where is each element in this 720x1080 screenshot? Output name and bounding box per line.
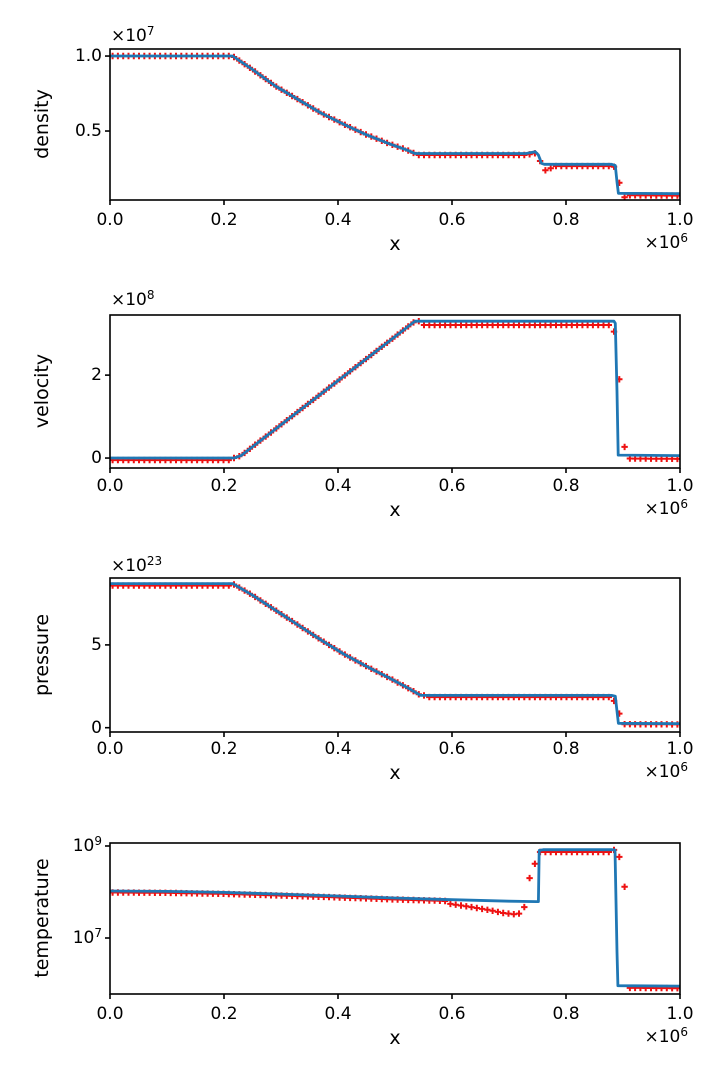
pressure-plot-axes <box>105 577 681 737</box>
series-line <box>110 848 680 988</box>
offset-base: ×10 <box>644 499 681 519</box>
data-markers <box>110 52 680 200</box>
offset-exponent: 6 <box>680 231 688 245</box>
x-tick-label: 0.4 <box>324 210 352 230</box>
x-tick-label: 0.8 <box>552 476 580 496</box>
density-y-offset-text: ×107 <box>111 24 155 46</box>
velocity-x-offset-text: ×106 <box>110 497 688 519</box>
x-tick-label: 0.8 <box>552 210 580 230</box>
temperature-x-axis-label: x <box>389 1027 401 1049</box>
axes-spines <box>109 842 681 995</box>
x-tick-label: 1.0 <box>666 476 694 496</box>
x-tick-label: 1.0 <box>666 1004 694 1024</box>
x-tick-label: 0.0 <box>96 210 124 230</box>
data-markers <box>110 581 680 728</box>
series-line <box>110 319 680 460</box>
tick-exponent: 7 <box>94 926 102 940</box>
x-tick-label: 0.6 <box>438 210 466 230</box>
tick-exponent: 9 <box>94 834 102 848</box>
velocity-x-axis-label: x <box>389 499 401 521</box>
offset-base: ×10 <box>644 762 681 782</box>
series-line <box>110 582 680 725</box>
x-tick-label: 0.2 <box>210 476 238 496</box>
x-tick-label: 0.2 <box>210 739 238 759</box>
y-tick-label: 0 <box>91 718 102 738</box>
x-tick-label: 0.6 <box>438 476 466 496</box>
offset-exponent: 6 <box>680 760 688 774</box>
offset-exponent: 7 <box>146 24 155 38</box>
axes-spines <box>109 314 681 469</box>
axes-spines <box>109 48 681 201</box>
x-tick-label: 0.4 <box>324 1004 352 1024</box>
temperature-x-offset-text: ×106 <box>110 1025 688 1047</box>
x-tick-label: 0.6 <box>438 1004 466 1024</box>
x-tick-label: 0.8 <box>552 1004 580 1024</box>
velocity-plot-axes <box>105 314 681 473</box>
x-tick-label: 0.2 <box>210 1004 238 1024</box>
temperature-y-axis-label: temperature <box>31 858 53 978</box>
offset-base: ×10 <box>644 233 681 253</box>
y-tick-label: 109 <box>0 834 102 858</box>
tick-base: 10 <box>72 836 95 856</box>
y-tick-label: 0 <box>91 448 102 468</box>
pressure-y-offset-text: ×1023 <box>111 554 163 576</box>
offset-exponent: 6 <box>680 497 688 511</box>
temperature-plot-axes <box>105 842 681 999</box>
density-x-axis-label: x <box>389 233 401 255</box>
offset-base: ×10 <box>111 556 147 576</box>
y-tick-label: 107 <box>0 926 102 950</box>
density-x-offset-text: ×106 <box>110 231 688 253</box>
y-tick-label: 1.0 <box>74 46 102 66</box>
data-markers <box>110 846 680 992</box>
y-tick-label: 0.5 <box>74 121 102 141</box>
density-plot-axes <box>105 48 681 205</box>
x-tick-label: 0.6 <box>438 739 466 759</box>
pressure-x-offset-text: ×106 <box>110 760 688 782</box>
y-tick-label: 2 <box>91 365 102 385</box>
x-tick-label: 0.8 <box>552 739 580 759</box>
x-tick-label: 0.0 <box>96 1004 124 1024</box>
velocity-y-offset-text: ×108 <box>111 288 155 310</box>
tick-base: 10 <box>72 928 95 948</box>
axes-spines <box>109 577 681 733</box>
pressure-x-axis-label: x <box>389 762 401 784</box>
x-tick-label: 1.0 <box>666 210 694 230</box>
data-markers <box>110 318 680 464</box>
y-tick-label: 5 <box>91 635 102 655</box>
offset-base: ×10 <box>111 290 147 310</box>
x-tick-label: 0.4 <box>324 476 352 496</box>
offset-base: ×10 <box>111 26 147 46</box>
x-tick-label: 0.0 <box>96 476 124 496</box>
x-tick-label: 1.0 <box>666 739 694 759</box>
offset-exponent: 8 <box>146 288 155 302</box>
offset-exponent: 23 <box>146 554 163 568</box>
x-tick-label: 0.0 <box>96 739 124 759</box>
offset-exponent: 6 <box>680 1025 688 1039</box>
series-line <box>110 54 680 196</box>
offset-base: ×10 <box>644 1027 681 1047</box>
x-tick-label: 0.2 <box>210 210 238 230</box>
x-tick-label: 0.4 <box>324 739 352 759</box>
